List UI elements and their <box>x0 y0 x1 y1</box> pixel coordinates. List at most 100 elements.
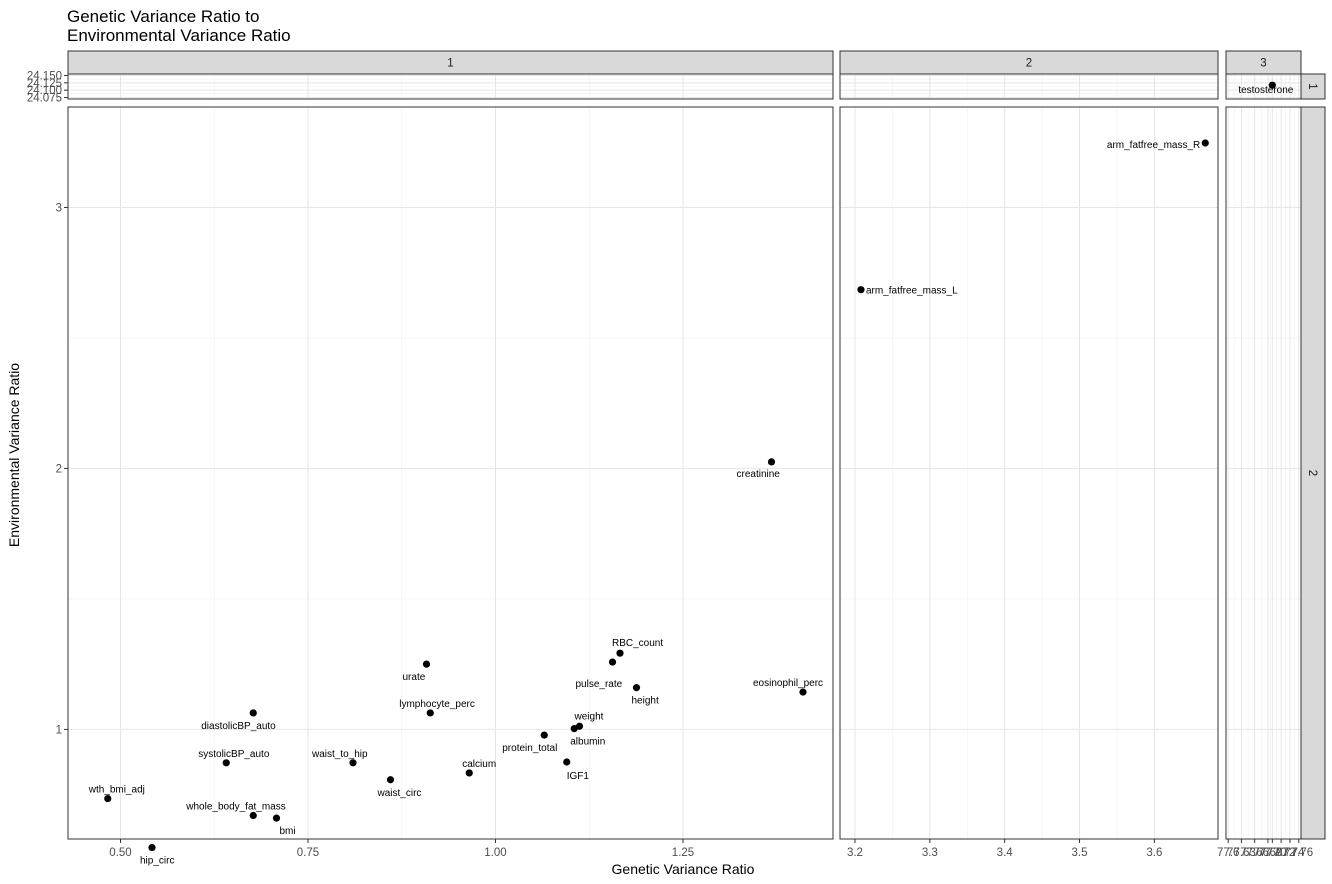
data-point-arm_fatfree_mass_L <box>857 286 865 294</box>
data-point-weight <box>575 722 584 730</box>
panel-border <box>67 106 834 840</box>
y-tick-label: 2 <box>56 463 62 475</box>
row-strip-label: 1 <box>1306 83 1318 89</box>
data-point-creatinine <box>767 458 776 466</box>
strip-background <box>67 50 834 75</box>
panel-background <box>840 107 1218 839</box>
point-label-protein_total: protein_total <box>502 743 557 754</box>
strip-background <box>1225 50 1302 75</box>
facet-panels: wth_bmi_adj hip_circ systolicBP_auto diasto… <box>27 50 1326 867</box>
x-tick-label: 77.74 <box>1276 847 1305 859</box>
x-tick-label: 77.63 <box>1227 847 1256 859</box>
column-strip-label: 1 <box>447 58 453 70</box>
strip-background <box>1300 106 1326 840</box>
point-label-eosinophil_perc: eosinophil_perc <box>753 678 823 689</box>
point-label-testosterone: testosterone <box>1238 85 1293 96</box>
data-point-bmi <box>272 814 281 822</box>
data-point-diastolicBP_auto <box>249 709 257 717</box>
point-label-waist_circ: waist_circ <box>377 788 422 799</box>
x-tick-label: 77.70 <box>1258 847 1287 859</box>
data-point-waist_to_hip <box>349 759 357 767</box>
x-axis: 0.50 0.75 1.00 1.25 3.2 3.3 3.4 3.5 3.6 77.677.63… <box>109 839 1313 859</box>
column-strip-label: 2 <box>1026 58 1032 70</box>
data-point-hip_circ <box>148 844 156 852</box>
point-label-pulse_rate: pulse_rate <box>576 679 623 690</box>
chart-title-line-1: Genetic Variance Ratio to <box>67 7 259 26</box>
x-tick-label: 3.3 <box>922 847 938 859</box>
y-tick-label: 24.150 <box>27 70 62 82</box>
x-tick-label: 1.00 <box>484 847 506 859</box>
point-label-arm_fatfree_mass_R: arm_fatfree_mass_R <box>1107 140 1200 151</box>
panel-background <box>1226 107 1301 839</box>
point-label-weight: weight <box>574 711 604 722</box>
x-tick-label: 3.2 <box>847 847 863 859</box>
row-strip-1: 1 <box>1300 73 1326 100</box>
y-tick-label: 3 <box>56 202 62 214</box>
data-point-urate <box>422 660 431 668</box>
point-label-lymphocyte_perc: lymphocyte_perc <box>399 699 475 710</box>
point-label-urate: urate <box>403 672 426 683</box>
data-point-height <box>632 684 641 692</box>
point-label-systolicBP_auto: systolicBP_auto <box>198 749 270 760</box>
data-point-systolicBP_auto <box>222 759 230 767</box>
data-point-calcium <box>465 769 473 777</box>
x-tick-label: 77.66 <box>1240 847 1269 859</box>
chart-title-line-2: Environmental Variance Ratio <box>67 26 291 45</box>
x-tick-label: 77.6 <box>1217 847 1239 859</box>
data-point-lymphocyte_perc <box>426 709 434 717</box>
point-label-creatinine: creatinine <box>737 469 781 480</box>
x-axis-title: Genetic Variance Ratio <box>612 861 755 877</box>
y-tick-label: 24.075 <box>27 93 62 105</box>
x-tick-label: 3.4 <box>997 847 1014 859</box>
y-tick-label: 24.100 <box>27 85 62 97</box>
data-point-IGF1 <box>563 758 571 766</box>
row-strip-2: 2 <box>1300 106 1326 840</box>
point-label-arm_fatfree_mass_L: arm_fatfree_mass_L <box>866 286 958 297</box>
column-strip-2: 2 <box>839 50 1219 75</box>
data-point-whole_body_fat_mass <box>249 811 257 820</box>
data-point-pulse_rate <box>608 658 617 666</box>
panel-r1-c1 <box>68 74 833 99</box>
x-tick-label: 0.75 <box>297 847 319 859</box>
x-tick-label: 3.5 <box>1072 847 1088 859</box>
data-point-wth_bmi_adj <box>104 794 112 803</box>
y-tick-label: 24.125 <box>27 78 62 90</box>
point-label-albumin: albumin <box>570 737 605 748</box>
data-point-eosinophil_perc <box>799 688 807 696</box>
data-point-testosterone <box>1268 81 1276 89</box>
data-point-protein_total <box>540 731 548 739</box>
panel-r1-c2 <box>840 74 1218 99</box>
column-strip-1: 1 <box>67 50 834 75</box>
point-label-waist_to_hip: waist_to_hip <box>311 749 368 760</box>
point-label-diastolicBP_auto: diastolicBP_auto <box>201 721 276 732</box>
point-label-IGF1: IGF1 <box>567 771 590 782</box>
panel-border <box>839 106 1219 840</box>
point-label-RBC_count: RBC_count <box>612 638 663 649</box>
x-tick-label: 77.76 <box>1284 847 1313 859</box>
point-label-height: height <box>632 696 659 707</box>
x-tick-label: 77.72 <box>1267 847 1296 859</box>
strip-background <box>1300 73 1326 100</box>
x-tick-label: 77.69 <box>1254 847 1283 859</box>
data-point-RBC_count <box>616 649 624 657</box>
points-layer: wth_bmi_adj hip_circ systolicBP_auto diasto… <box>88 81 1294 867</box>
data-point-arm_fatfree_mass_R <box>1201 139 1209 147</box>
strip-background <box>839 50 1219 75</box>
x-tick-label: 0.50 <box>109 847 131 859</box>
point-label-hip_circ: hip_circ <box>140 856 174 867</box>
panel-r1-c3 <box>1226 74 1301 99</box>
x-tick-label: 1.25 <box>672 847 694 859</box>
column-strip-label: 3 <box>1260 58 1266 70</box>
column-strip-3: 3 <box>1225 50 1302 75</box>
panel-background <box>68 107 833 839</box>
point-label-wth_bmi_adj: wth_bmi_adj <box>88 785 145 796</box>
panel-r2-c1 <box>68 107 833 839</box>
data-point-waist_circ <box>386 776 395 784</box>
point-label-whole_body_fat_mass: whole_body_fat_mass <box>185 802 286 813</box>
panel-r2-c2 <box>840 107 1218 839</box>
x-tick-label: 3.6 <box>1146 847 1162 859</box>
row-strip-label: 2 <box>1306 470 1318 476</box>
point-label-calcium: calcium <box>462 759 496 770</box>
